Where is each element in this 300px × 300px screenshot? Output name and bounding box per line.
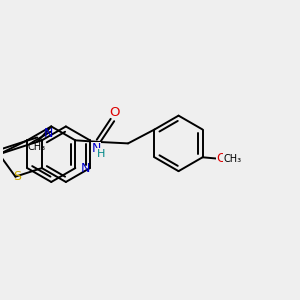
Text: N: N (44, 127, 53, 140)
Text: O: O (109, 106, 119, 119)
Text: H: H (97, 149, 105, 159)
Text: CH₃: CH₃ (28, 142, 46, 152)
Text: N: N (92, 142, 101, 155)
Text: S: S (13, 170, 21, 183)
Text: O: O (216, 152, 226, 165)
Text: N: N (81, 162, 90, 175)
Text: CH₃: CH₃ (224, 154, 242, 164)
